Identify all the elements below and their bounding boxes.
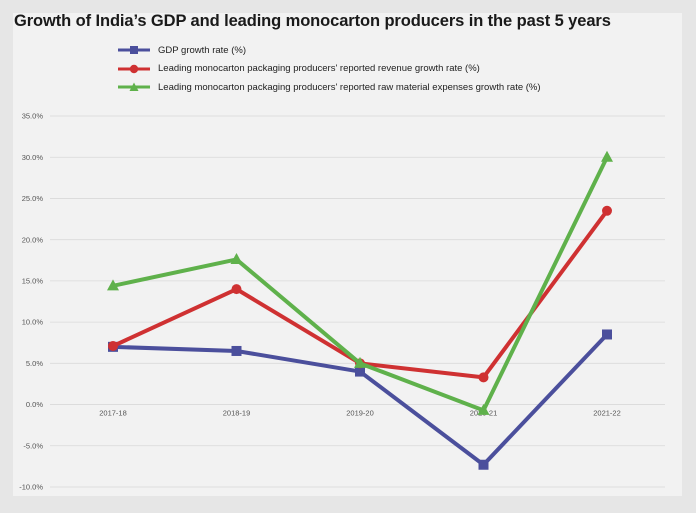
legend-label-gdp: GDP growth rate (%) xyxy=(158,44,246,56)
y-tick-label: 10.0% xyxy=(22,318,44,327)
data-point-circle xyxy=(231,284,242,295)
data-point-triangle xyxy=(601,150,613,162)
legend-item-raw-material: Leading monocarton packaging producers' … xyxy=(118,78,541,97)
legend-item-gdp: GDP growth rate (%) xyxy=(118,41,541,60)
y-tick-label: 20.0% xyxy=(22,235,44,244)
data-point-circle xyxy=(478,372,489,383)
x-tick-label: 2017-18 xyxy=(99,409,127,418)
legend-swatch-square xyxy=(118,45,150,55)
chart-title: Growth of India’s GDP and leading monoca… xyxy=(14,12,611,30)
legend-item-revenue: Leading monocarton packaging producers' … xyxy=(118,60,541,79)
y-tick-label: 30.0% xyxy=(22,153,44,162)
data-point-triangle xyxy=(107,279,119,291)
x-tick-label: 2018-19 xyxy=(223,409,251,418)
y-tick-label: 0.0% xyxy=(26,400,43,409)
y-tick-label: 15.0% xyxy=(22,276,44,285)
y-tick-label: 25.0% xyxy=(22,194,44,203)
legend-label-raw-material: Leading monocarton packaging producers' … xyxy=(158,81,541,93)
data-point-square xyxy=(231,345,242,356)
y-tick-label: -5.0% xyxy=(23,441,43,450)
x-tick-label: 2021-22 xyxy=(593,409,621,418)
data-point-square xyxy=(478,459,489,470)
y-tick-label: -10.0% xyxy=(19,483,43,492)
y-tick-label: 35.0% xyxy=(22,112,44,121)
series-line-2 xyxy=(111,208,609,380)
legend-label-revenue: Leading monocarton packaging producers' … xyxy=(158,63,480,75)
data-point-triangle xyxy=(477,403,490,415)
chart-legend: GDP growth rate (%) Leading monocarton p… xyxy=(118,41,541,97)
legend-swatch-circle xyxy=(118,64,150,74)
chart-panel xyxy=(13,13,682,496)
series-line-1 xyxy=(111,332,609,467)
data-point-circle xyxy=(108,341,118,352)
legend-swatch-triangle xyxy=(118,82,150,92)
data-point-circle xyxy=(602,205,612,216)
data-point-square xyxy=(355,366,365,377)
data-point-square xyxy=(602,329,612,340)
x-tick-label: 2019-20 xyxy=(346,409,374,418)
y-tick-label: 5.0% xyxy=(26,359,43,368)
data-point-triangle xyxy=(230,252,243,264)
data-point-triangle xyxy=(354,356,366,368)
